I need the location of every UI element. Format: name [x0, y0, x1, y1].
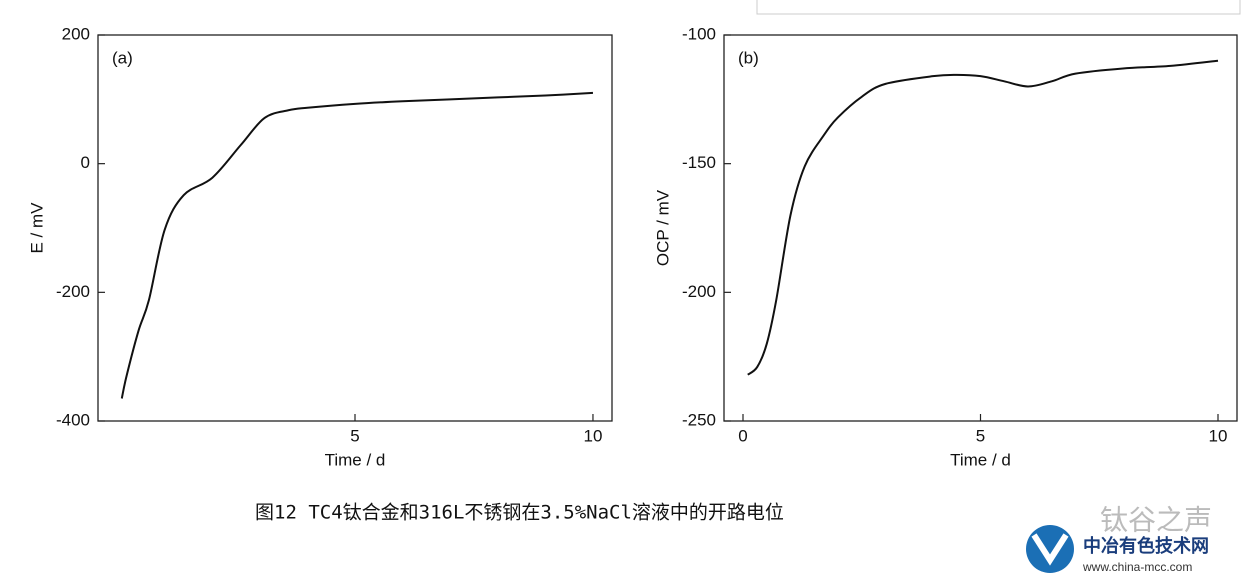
- y-tick-label: 200: [62, 24, 90, 43]
- y-axis-label: OCP / mV: [653, 189, 672, 266]
- watermark-url: www.china-mcc.com: [1082, 560, 1192, 574]
- panel-label: (a): [112, 48, 133, 67]
- x-tick-label: 0: [738, 426, 747, 445]
- plot-frame: [723, 34, 1238, 422]
- y-tick-label: -400: [56, 410, 90, 429]
- y-tick-label: -150: [682, 153, 716, 172]
- logo: [1026, 525, 1074, 573]
- y-tick-label: -200: [682, 282, 716, 301]
- plot-frame: [97, 34, 613, 422]
- x-axis-label: Time / d: [950, 450, 1011, 469]
- y-tick-label: -250: [682, 410, 716, 429]
- line-series: [120, 91, 594, 399]
- panel-label: (b): [738, 48, 759, 67]
- watermark-site: 中冶有色技术网: [1083, 535, 1209, 556]
- x-tick-label: 5: [350, 426, 359, 445]
- decor-box: [756, 0, 1241, 15]
- y-tick-label: -200: [56, 282, 90, 301]
- line-series: [747, 59, 1219, 376]
- y-tick-label: 0: [81, 153, 90, 172]
- x-tick-label: 5: [976, 426, 985, 445]
- caption: 图12 TC4钛合金和316L不锈钢在3.5%NaCl溶液中的开路电位: [255, 502, 784, 524]
- x-tick-label: 10: [584, 426, 603, 445]
- y-tick-label: -100: [682, 24, 716, 43]
- x-tick-label: 10: [1209, 426, 1228, 445]
- y-axis-label: E / mV: [27, 202, 46, 254]
- x-axis-label: Time / d: [325, 450, 386, 469]
- logo-mark: [1031, 533, 1069, 566]
- watermark-account: 钛谷之声: [1100, 504, 1212, 535]
